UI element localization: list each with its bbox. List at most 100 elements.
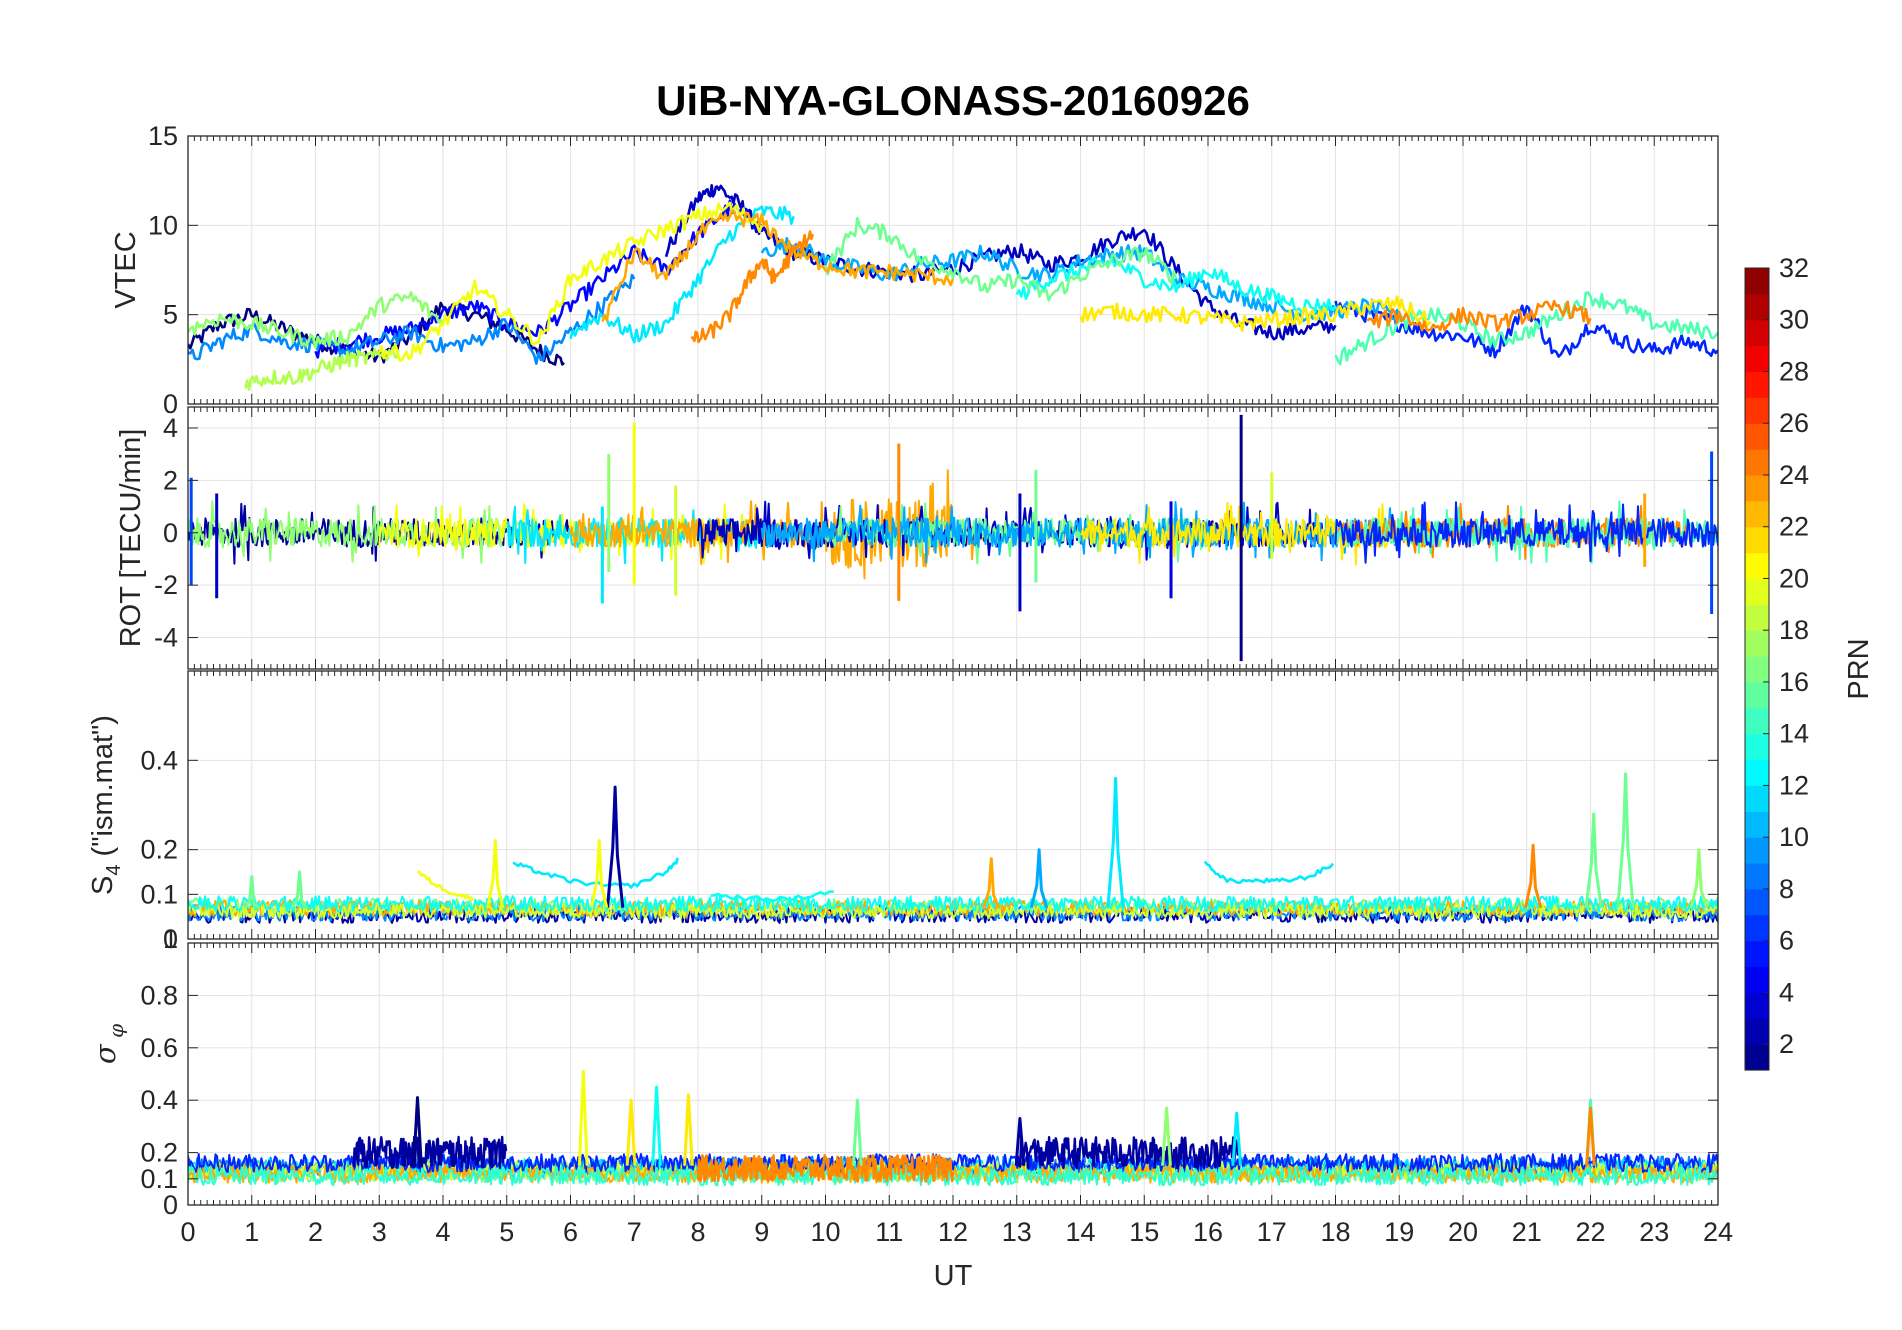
x-tick-label: 4 xyxy=(435,1217,450,1247)
s4-arc-prn-13 xyxy=(710,890,834,902)
s4-peak-prn-2 xyxy=(606,785,625,908)
vtec-series-prn-21 xyxy=(1079,295,1432,332)
s4-trace-prn-2 xyxy=(188,906,1718,924)
colorbar-tick-label: 18 xyxy=(1779,615,1809,645)
colorbar-segment xyxy=(1745,449,1769,476)
y-tick-label: 0.8 xyxy=(140,980,178,1010)
colorbar-segment xyxy=(1745,1044,1769,1071)
chart-title: UiB-NYA-GLONASS-20160926 xyxy=(656,77,1250,124)
x-tick-label: 3 xyxy=(372,1217,387,1247)
x-tick-label: 19 xyxy=(1384,1217,1414,1247)
x-tick-label: 10 xyxy=(810,1217,840,1247)
x-tick-label: 23 xyxy=(1639,1217,1669,1247)
sigma-block-prn-2 xyxy=(1015,1136,1242,1170)
x-tick-label: 2 xyxy=(308,1217,323,1247)
x-tick-label: 17 xyxy=(1257,1217,1287,1247)
vtec-series-prn-20 xyxy=(378,201,764,362)
x-tick-label: 5 xyxy=(499,1217,514,1247)
sigma-peak-prn-20 xyxy=(577,1069,589,1166)
colorbar-segment xyxy=(1745,707,1769,735)
x-tick-label: 14 xyxy=(1065,1217,1095,1247)
x-tick-label: 7 xyxy=(627,1217,642,1247)
colorbar-label: PRN xyxy=(1843,638,1875,699)
s4-arc-prn-20 xyxy=(417,870,475,902)
s4-peak-prn-20 xyxy=(590,839,609,909)
y-axis-label-sub: 4 xyxy=(103,865,125,876)
colorbar-tick-label: 28 xyxy=(1779,356,1809,386)
vtec-series-prn-9 xyxy=(188,273,636,365)
vtec-series-prn-17 xyxy=(188,290,445,349)
colorbar-segment xyxy=(1745,837,1769,864)
colorbar-tick-label: 30 xyxy=(1779,305,1809,335)
vtec-series-prn-23 xyxy=(601,209,955,322)
y-axis-label: ROT [TECU/min] xyxy=(115,429,147,648)
s4-peak-prn-10 xyxy=(1029,848,1049,909)
rot-trace-prn-15 xyxy=(1334,500,1718,564)
colorbar-frame xyxy=(1744,267,1770,1071)
colorbar-segment xyxy=(1745,914,1769,942)
colorbar-segment xyxy=(1745,526,1769,554)
rot-trace-prn-17 xyxy=(188,500,508,564)
colorbar-tick-label: 2 xyxy=(1779,1029,1794,1059)
s4-peak-prn-16 xyxy=(242,875,261,910)
vtec-series-prn-13 xyxy=(1015,256,1337,314)
y-tick-label: 0.2 xyxy=(140,1138,178,1168)
y-tick-label: 0.4 xyxy=(140,745,178,775)
sigma-peak-prn-1 xyxy=(412,1096,423,1166)
y-axis-label-sub: φ xyxy=(104,1024,128,1044)
colorbar-segment xyxy=(1745,681,1769,709)
y-tick-label: 4 xyxy=(163,413,178,443)
x-tick-label: 13 xyxy=(1002,1217,1032,1247)
colorbar-segment xyxy=(1745,345,1769,373)
vtec-series-prn-16 xyxy=(824,216,1178,302)
y-tick-label: 15 xyxy=(148,121,178,151)
y-tick-label: -2 xyxy=(154,570,178,600)
y-tick-label: 10 xyxy=(148,210,178,240)
data-layer xyxy=(188,772,1718,924)
s4-peak-prn-17 xyxy=(1689,848,1708,909)
x-tick-label: 1 xyxy=(244,1217,259,1247)
s4-peak-prn-12 xyxy=(1106,776,1125,908)
colorbar-segment xyxy=(1745,888,1769,916)
s4-peak-prn-24 xyxy=(1524,843,1543,909)
colorbar-segment xyxy=(1745,1018,1769,1045)
panel-3: 0 0.1 0.2 0.4 1 S4 ("ism.mat") xyxy=(87,670,1719,954)
sigma-peak-prn-21 xyxy=(625,1098,637,1166)
rot-trace-prn-6 xyxy=(1334,501,1718,564)
colorbar-segment xyxy=(1745,940,1769,968)
x-tick-label: 22 xyxy=(1575,1217,1605,1247)
y-tick-label: 0.1 xyxy=(140,1164,178,1194)
s4-arc-prn-12 xyxy=(1203,860,1335,885)
colorbar-tick-label: 20 xyxy=(1779,563,1809,593)
colorbar-segment xyxy=(1745,733,1769,761)
colorbar-segment xyxy=(1745,811,1769,838)
colorbar-segment xyxy=(1745,578,1769,605)
sigma-trace-prn-6 xyxy=(188,1152,1718,1174)
colorbar-segment xyxy=(1745,268,1769,295)
x-tick-label: 15 xyxy=(1129,1217,1159,1247)
y-tick-label: 0 xyxy=(163,1190,178,1220)
vtec-series-prn-18 xyxy=(244,346,400,391)
panel-4: 00.10.2 0.4 0.6 0.8 σ φ xyxy=(88,942,1719,1220)
y-axis-label-main: σ xyxy=(88,1043,122,1064)
data-layer xyxy=(188,414,1718,662)
colorbar-segment xyxy=(1745,992,1769,1019)
x-tick-label: 8 xyxy=(690,1217,705,1247)
y-axis-label-rest: ("ism.mat") xyxy=(87,715,119,864)
colorbar-segment xyxy=(1745,604,1769,631)
sigma-peak-prn-16 xyxy=(852,1098,863,1166)
y-tick-label: 5 xyxy=(163,300,178,330)
y-axis-label-main: S xyxy=(87,876,119,895)
colorbar-segment xyxy=(1745,423,1769,450)
s4-peak-prn-16 xyxy=(1616,772,1635,908)
colorbar-segment xyxy=(1745,863,1769,890)
rot-trace-prn-3 xyxy=(697,500,1337,561)
colorbar-segment xyxy=(1745,966,1769,993)
x-tick-label: 18 xyxy=(1320,1217,1350,1247)
colorbar-segment xyxy=(1745,500,1769,528)
colorbar-tick-label: 22 xyxy=(1779,512,1809,542)
sigma-peak-prn-24 xyxy=(1585,1106,1596,1166)
colorbar-segment xyxy=(1745,397,1769,424)
